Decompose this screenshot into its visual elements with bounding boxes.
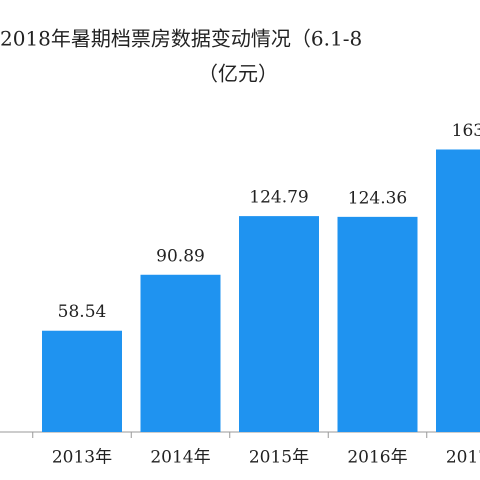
value-label: 163.3 <box>452 121 480 141</box>
x-tick-label: 2017年 <box>446 448 480 468</box>
x-tick-label: 2016年 <box>347 448 407 468</box>
bar <box>337 216 418 432</box>
x-tick-label: 2014年 <box>150 448 210 468</box>
x-tick-label: 2013年 <box>52 448 112 468</box>
chart-subtitle: （亿元） <box>198 62 278 86</box>
x-tick-label: 2015年 <box>249 448 309 468</box>
bar <box>140 274 221 432</box>
value-label: 90.89 <box>156 246 205 266</box>
value-label: 124.79 <box>249 188 308 208</box>
value-label: 58.54 <box>58 302 107 322</box>
chart-title: 2018年暑期档票房数据变动情况（6.1-8 <box>0 27 362 51</box>
value-label: 124.36 <box>348 188 407 208</box>
bar <box>42 330 122 432</box>
bar <box>239 216 319 432</box>
bar <box>436 149 480 432</box>
